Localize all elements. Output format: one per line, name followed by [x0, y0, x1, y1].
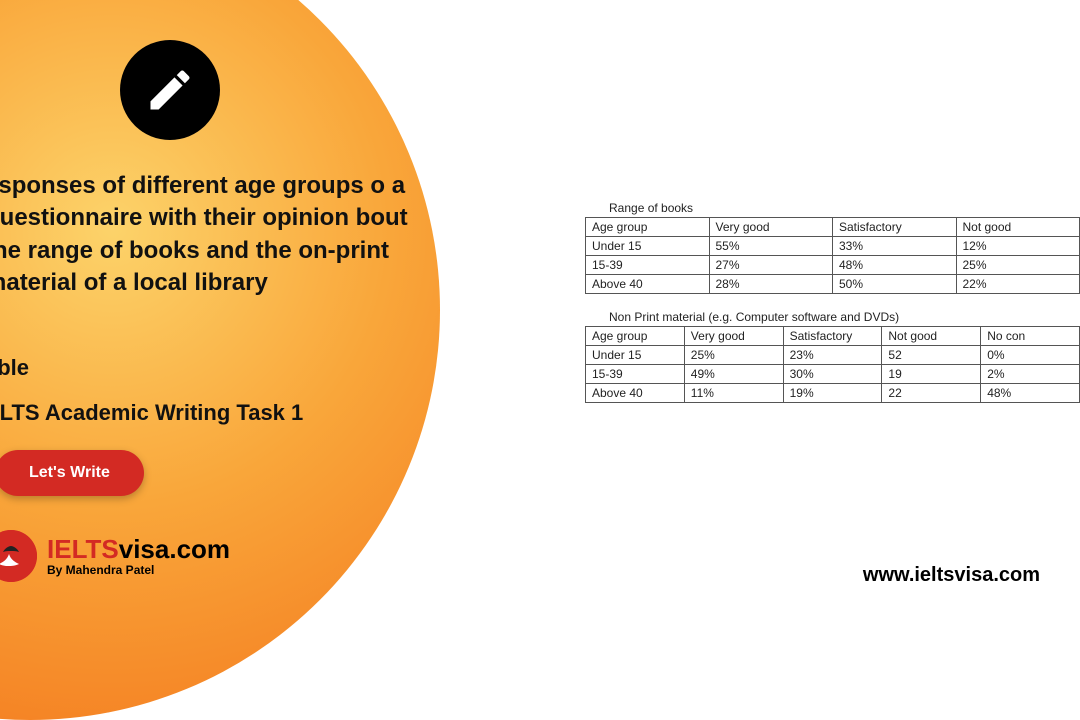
cell: 52 [882, 346, 981, 365]
pencil-icon [144, 64, 196, 116]
headline-text: esponses of different age groups o a que… [0, 170, 415, 300]
cell: 55% [709, 237, 833, 256]
cell: 48% [833, 256, 957, 275]
cell: 25% [684, 346, 783, 365]
col-header: Satisfactory [783, 327, 882, 346]
table-non-print-material: Age group Very good Satisfactory Not goo… [585, 326, 1080, 403]
subtitle-table: able [0, 355, 29, 381]
cell: 27% [709, 256, 833, 275]
cell: 19 [882, 365, 981, 384]
cell: 22% [956, 275, 1080, 294]
logo-word-visa: visa.com [119, 534, 230, 564]
table-row: Above 40 11% 19% 22 48% [586, 384, 1080, 403]
cell: 11% [684, 384, 783, 403]
table-header-row: Age group Very good Satisfactory Not goo… [586, 218, 1080, 237]
table1-caption: Range of books [609, 201, 1080, 215]
cell: 2% [981, 365, 1080, 384]
logo-block: IELTSvisa.com By Mahendra Patel [0, 530, 230, 582]
background-orange-circle [0, 0, 440, 720]
subtitle-task: ELTS Academic Writing Task 1 [0, 400, 303, 426]
table-row: Above 40 28% 50% 22% [586, 275, 1080, 294]
cell: 0% [981, 346, 1080, 365]
col-header: No con [981, 327, 1080, 346]
table-row: 15-39 27% 48% 25% [586, 256, 1080, 275]
cell: 12% [956, 237, 1080, 256]
cell: 25% [956, 256, 1080, 275]
cell: 15-39 [586, 365, 685, 384]
col-header: Very good [709, 218, 833, 237]
cell: 48% [981, 384, 1080, 403]
logo-byline: By Mahendra Patel [47, 564, 230, 577]
col-header: Not good [882, 327, 981, 346]
tables-region: Range of books Age group Very good Satis… [585, 195, 1080, 403]
cell: 50% [833, 275, 957, 294]
col-header: Satisfactory [833, 218, 957, 237]
cell: 49% [684, 365, 783, 384]
table-row: Under 15 55% 33% 12% [586, 237, 1080, 256]
col-header: Very good [684, 327, 783, 346]
cell: 23% [783, 346, 882, 365]
cell: Under 15 [586, 346, 685, 365]
cell: 28% [709, 275, 833, 294]
cell: Above 40 [586, 384, 685, 403]
cell: 33% [833, 237, 957, 256]
table-row: 15-39 49% 30% 19 2% [586, 365, 1080, 384]
cell: 19% [783, 384, 882, 403]
table-header-row: Age group Very good Satisfactory Not goo… [586, 327, 1080, 346]
logo-badge-icon [0, 530, 37, 582]
logo-word-ielts: IELTS [47, 534, 119, 564]
col-header: Not good [956, 218, 1080, 237]
cell: 30% [783, 365, 882, 384]
col-header: Age group [586, 218, 710, 237]
pencil-icon-badge [120, 40, 220, 140]
table2-caption: Non Print material (e.g. Computer softwa… [609, 310, 1080, 324]
cell: 15-39 [586, 256, 710, 275]
lets-write-button[interactable]: Let's Write [0, 450, 144, 496]
cell: Above 40 [586, 275, 710, 294]
table-row: Under 15 25% 23% 52 0% [586, 346, 1080, 365]
logo-text: IELTSvisa.com By Mahendra Patel [47, 535, 230, 577]
table-range-of-books: Age group Very good Satisfactory Not goo… [585, 217, 1080, 294]
col-header: Age group [586, 327, 685, 346]
cell: 22 [882, 384, 981, 403]
footer-url: www.ieltsvisa.com [863, 564, 1040, 587]
cell: Under 15 [586, 237, 710, 256]
